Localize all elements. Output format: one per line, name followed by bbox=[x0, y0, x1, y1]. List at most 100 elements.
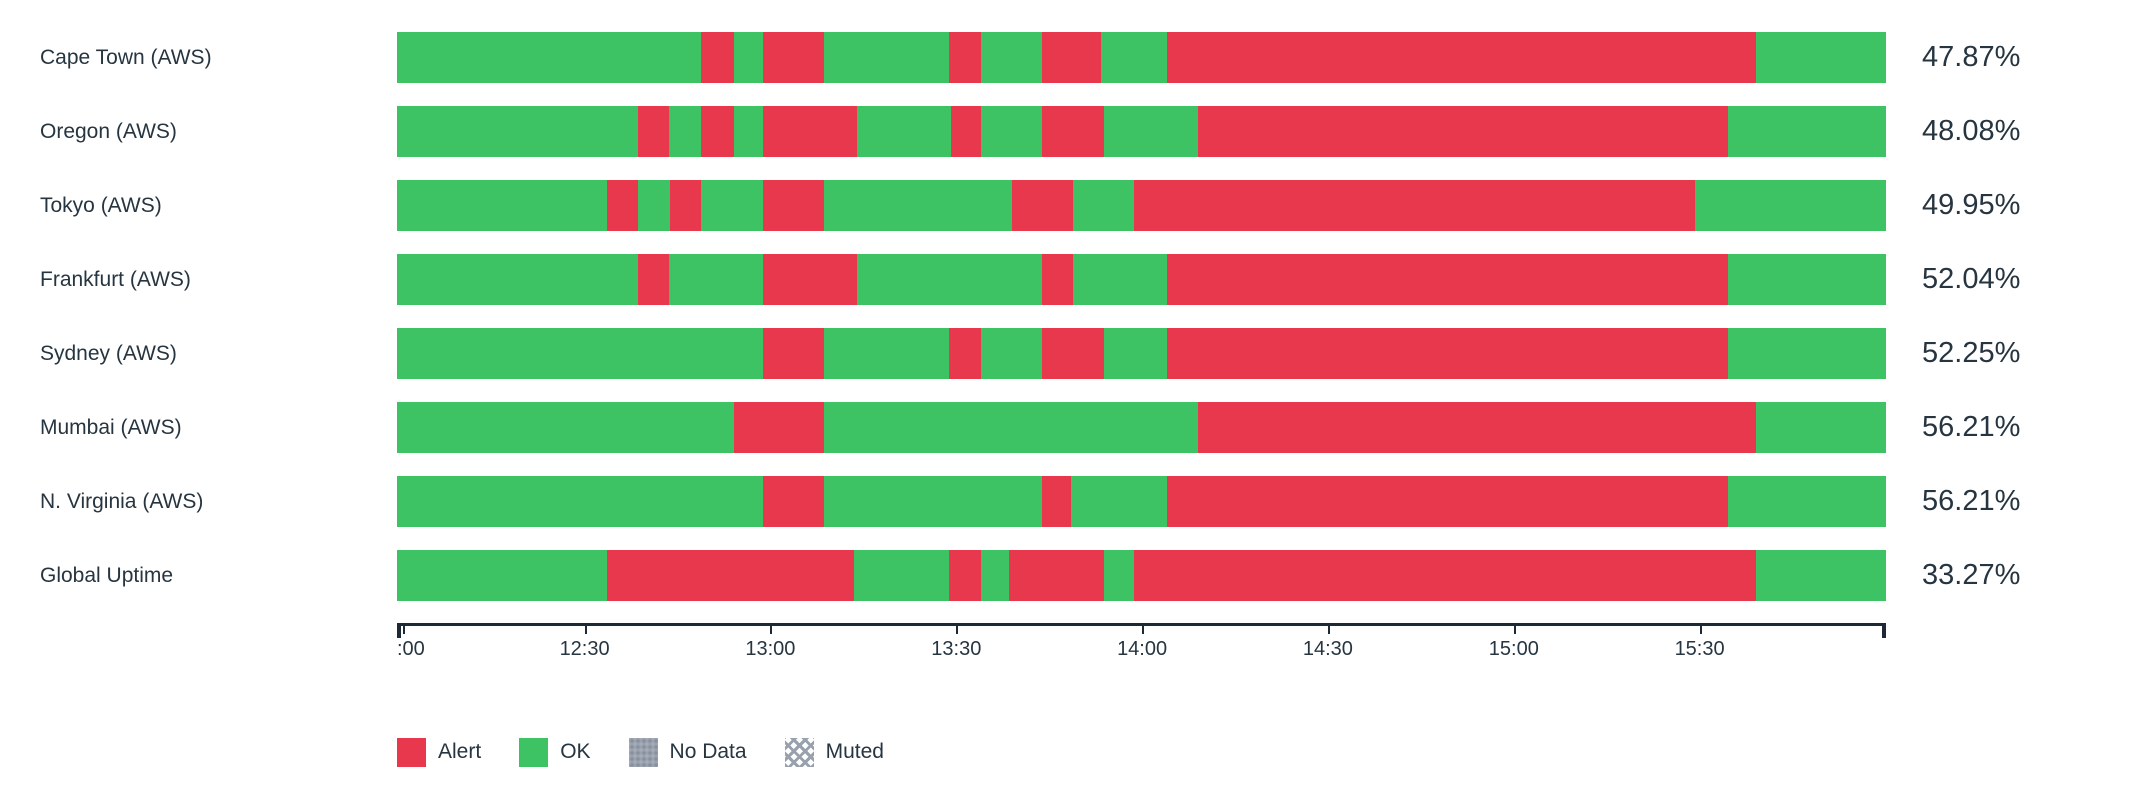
bar-segment-ok[interactable] bbox=[824, 402, 1198, 453]
row-label: N. Virginia (AWS) bbox=[40, 490, 204, 513]
bar-segment-alert[interactable] bbox=[638, 254, 670, 305]
bar-segment-alert[interactable] bbox=[949, 328, 981, 379]
bar-segment-ok[interactable] bbox=[1756, 402, 1886, 453]
bar-segment-ok[interactable] bbox=[1104, 550, 1135, 601]
bar-segment-alert[interactable] bbox=[1012, 180, 1073, 231]
bar-segment-alert[interactable] bbox=[763, 254, 858, 305]
bar-segment-alert[interactable] bbox=[606, 550, 855, 601]
axis-tick-label: 14:30 bbox=[1302, 638, 1353, 660]
status-bar[interactable] bbox=[397, 254, 1886, 305]
bar-segment-ok[interactable] bbox=[1756, 550, 1886, 601]
uptime-percent: 47.87% bbox=[1922, 41, 2021, 73]
bar-segment-ok[interactable] bbox=[1728, 254, 1886, 305]
axis-tick bbox=[1142, 623, 1145, 634]
bar-segment-ok[interactable] bbox=[1071, 476, 1167, 527]
bar-segment-ok[interactable] bbox=[1101, 32, 1167, 83]
bar-segment-alert[interactable] bbox=[700, 106, 734, 157]
bar-segment-alert[interactable] bbox=[733, 402, 825, 453]
bar-segment-ok[interactable] bbox=[857, 106, 951, 157]
bar-segment-ok[interactable] bbox=[824, 32, 950, 83]
row-label: Sydney (AWS) bbox=[40, 342, 177, 365]
bar-segment-alert[interactable] bbox=[1198, 106, 1729, 157]
bar-segment-ok[interactable] bbox=[980, 106, 1042, 157]
bar-segment-alert[interactable] bbox=[949, 32, 981, 83]
bar-segment-ok[interactable] bbox=[397, 550, 607, 601]
bar-segment-ok[interactable] bbox=[733, 106, 764, 157]
bar-segment-ok[interactable] bbox=[854, 550, 950, 601]
bar-segment-alert[interactable] bbox=[1166, 476, 1729, 527]
bar-segment-alert[interactable] bbox=[1134, 550, 1757, 601]
bar-segment-alert[interactable] bbox=[763, 180, 825, 231]
legend-label: OK bbox=[560, 740, 591, 763]
bar-segment-alert[interactable] bbox=[1041, 476, 1072, 527]
bar-segment-ok[interactable] bbox=[669, 106, 701, 157]
axis-tick bbox=[1699, 623, 1702, 634]
bar-segment-alert[interactable] bbox=[1041, 106, 1105, 157]
status-row: Frankfurt (AWS) 52.04% bbox=[0, 254, 2134, 305]
bar-segment-ok[interactable] bbox=[1756, 32, 1886, 83]
bar-segment-ok[interactable] bbox=[397, 476, 764, 527]
bar-segment-alert[interactable] bbox=[700, 32, 734, 83]
row-label: Mumbai (AWS) bbox=[40, 416, 182, 439]
bar-segment-ok[interactable] bbox=[980, 32, 1042, 83]
bar-segment-ok[interactable] bbox=[1728, 328, 1886, 379]
bar-segment-alert[interactable] bbox=[763, 476, 825, 527]
bar-segment-ok[interactable] bbox=[824, 476, 1042, 527]
bar-segment-ok[interactable] bbox=[1728, 476, 1886, 527]
bar-segment-alert[interactable] bbox=[1198, 402, 1757, 453]
status-bar[interactable] bbox=[397, 402, 1886, 453]
legend-item-nodata[interactable]: No Data bbox=[628, 737, 747, 767]
bar-segment-ok[interactable] bbox=[857, 254, 1042, 305]
legend-item-muted[interactable]: Muted bbox=[784, 737, 884, 767]
bar-segment-alert[interactable] bbox=[1041, 32, 1102, 83]
row-label: Frankfurt (AWS) bbox=[40, 268, 191, 291]
bar-segment-ok[interactable] bbox=[700, 180, 764, 231]
bar-segment-ok[interactable] bbox=[397, 402, 734, 453]
bar-segment-ok[interactable] bbox=[824, 180, 1012, 231]
axis-tick-label: 13:30 bbox=[931, 638, 982, 660]
bar-segment-alert[interactable] bbox=[763, 106, 858, 157]
bar-segment-alert[interactable] bbox=[638, 106, 670, 157]
bar-segment-ok[interactable] bbox=[1104, 328, 1167, 379]
bar-segment-ok[interactable] bbox=[1728, 106, 1886, 157]
bar-segment-alert[interactable] bbox=[949, 550, 981, 601]
status-bar[interactable] bbox=[397, 180, 1886, 231]
bar-segment-alert[interactable] bbox=[669, 180, 701, 231]
status-bar[interactable] bbox=[397, 32, 1886, 83]
axis-tick bbox=[1513, 623, 1516, 634]
axis-tick-label: 15:30 bbox=[1674, 638, 1725, 660]
bar-segment-ok[interactable] bbox=[669, 254, 764, 305]
bar-segment-ok[interactable] bbox=[397, 106, 639, 157]
bar-segment-ok[interactable] bbox=[1104, 106, 1199, 157]
bar-segment-alert[interactable] bbox=[763, 328, 825, 379]
status-bar[interactable] bbox=[397, 550, 1886, 601]
bar-segment-alert[interactable] bbox=[1166, 32, 1757, 83]
bar-segment-alert[interactable] bbox=[606, 180, 639, 231]
bar-segment-ok[interactable] bbox=[1073, 180, 1134, 231]
uptime-percent: 48.08% bbox=[1922, 115, 2021, 147]
bar-segment-alert[interactable] bbox=[950, 106, 981, 157]
bar-segment-ok[interactable] bbox=[1073, 254, 1167, 305]
bar-segment-alert[interactable] bbox=[763, 32, 825, 83]
status-bar[interactable] bbox=[397, 476, 1886, 527]
bar-segment-ok[interactable] bbox=[824, 328, 950, 379]
bar-segment-ok[interactable] bbox=[1695, 180, 1886, 231]
bar-segment-alert[interactable] bbox=[1134, 180, 1696, 231]
bar-segment-alert[interactable] bbox=[1009, 550, 1105, 601]
bar-segment-ok[interactable] bbox=[638, 180, 670, 231]
bar-segment-alert[interactable] bbox=[1166, 254, 1729, 305]
legend-item-alert[interactable]: Alert bbox=[397, 737, 481, 767]
bar-segment-ok[interactable] bbox=[980, 328, 1042, 379]
status-bar[interactable] bbox=[397, 106, 1886, 157]
status-bar[interactable] bbox=[397, 328, 1886, 379]
bar-segment-alert[interactable] bbox=[1166, 328, 1729, 379]
bar-segment-ok[interactable] bbox=[397, 180, 607, 231]
legend-item-ok[interactable]: OK bbox=[519, 737, 591, 767]
bar-segment-alert[interactable] bbox=[1041, 254, 1073, 305]
bar-segment-ok[interactable] bbox=[397, 32, 701, 83]
bar-segment-ok[interactable] bbox=[733, 32, 764, 83]
bar-segment-ok[interactable] bbox=[980, 550, 1009, 601]
bar-segment-ok[interactable] bbox=[397, 328, 764, 379]
bar-segment-ok[interactable] bbox=[397, 254, 639, 305]
bar-segment-alert[interactable] bbox=[1041, 328, 1105, 379]
